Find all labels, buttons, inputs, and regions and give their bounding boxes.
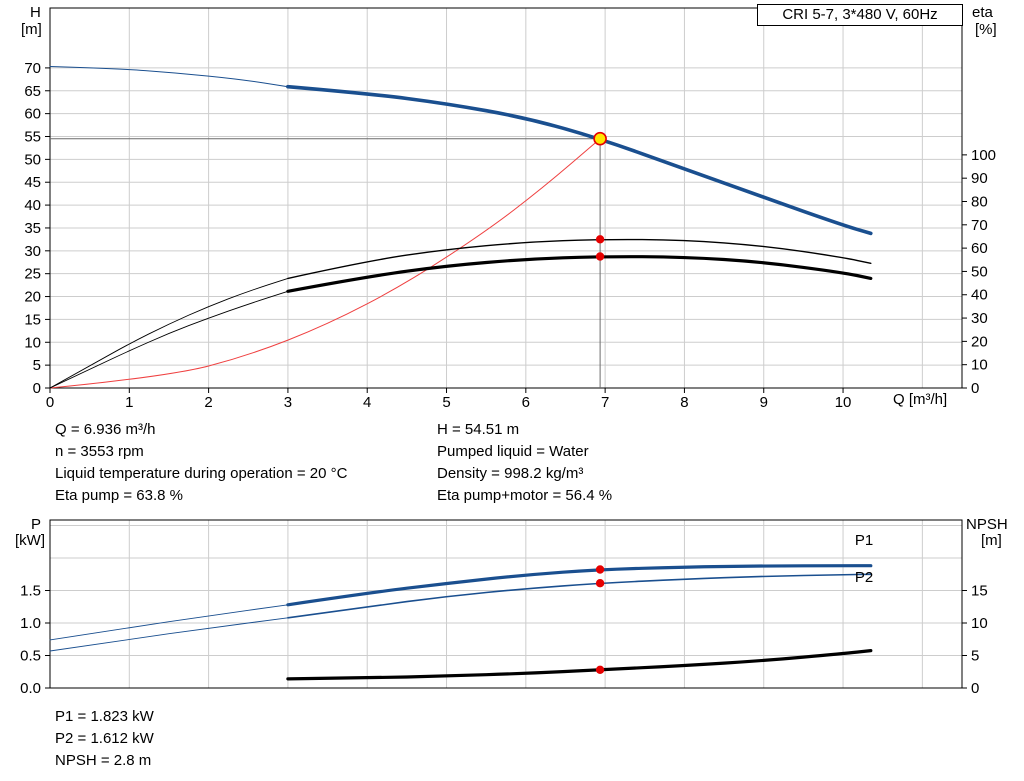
qh-curve-extension (49, 66, 289, 88)
system-curve (49, 138, 601, 389)
y-left-tick-label: 35 (24, 220, 41, 237)
power-npsh-chart: 0.0 0.5 1.0 1.5 0 5 10 15 P1 P2 (20, 519, 988, 697)
npsh-axis-unit: [m] (981, 532, 1002, 549)
x-tick-label: 10 (835, 394, 852, 411)
p1-curve-extension (49, 604, 289, 641)
y-right-tick-label: 10 (971, 615, 988, 632)
x-tick-label: 2 (204, 394, 212, 411)
y-right-tick-label: 70 (971, 217, 988, 234)
p-axis-unit: [kW] (15, 532, 45, 549)
y-left-tick-label: 25 (24, 266, 41, 283)
y-right-tick-label: 30 (971, 310, 988, 327)
npsh-axis-name: NPSH (966, 516, 1008, 533)
y-right-tick-label: 50 (971, 263, 988, 280)
y-left-tick-label: 1.0 (20, 615, 41, 632)
eta-pump-motor-curve-extension (49, 290, 289, 389)
curve-label-p1: P1 (855, 532, 873, 549)
x-tick-label: 3 (284, 394, 292, 411)
y-right-tick-label: 15 (971, 583, 988, 600)
y-right-tick-label: 40 (971, 287, 988, 304)
curve-value-dot (595, 565, 605, 574)
plot-frame (49, 7, 963, 389)
eta-pump-curve (287, 238, 872, 280)
qh-curve (286, 84, 873, 236)
plot-frame (49, 519, 963, 689)
y-right-tick-label: 20 (971, 333, 988, 350)
duty-point[interactable] (593, 131, 607, 146)
curve-label-p2: P2 (855, 569, 873, 586)
y-left-tick-label: 0.5 (20, 648, 41, 665)
readout-column-left: Q = 6.936 m³/h n = 3553 rpm Liquid tempe… (55, 419, 347, 507)
npsh-readout: NPSH = 2.8 m (55, 752, 152, 769)
q-axis-label: Q [m³/h] (893, 391, 948, 408)
pump-model-badge: CRI 5-7, 3*480 V, 60Hz (757, 4, 963, 26)
qh-eta-chart: 0 1 2 3 4 5 6 7 8 9 100510152025303540455055606570… (24, 7, 996, 411)
y-left-tick-label: 1.5 (20, 583, 41, 600)
flow-readout: Q = 6.936 m³/h (55, 421, 156, 438)
x-tick-label: 4 (363, 394, 371, 411)
curve-value-dot (595, 235, 605, 244)
speed-readout: n = 3553 rpm (55, 443, 144, 460)
readout-column-right: H = 54.51 m Pumped liquid = Water Densit… (437, 419, 612, 507)
y-right-tick-label: 80 (971, 193, 988, 210)
y-right-tick-label: 90 (971, 170, 988, 187)
y-right-tick-label: 100 (971, 147, 996, 164)
y-left-tick-label: 65 (24, 83, 41, 100)
eta-pump-curve-extension (49, 277, 289, 389)
y-right-tick-label: 60 (971, 240, 988, 257)
y-left-tick-label: 30 (24, 243, 41, 260)
y-left-tick-label: 45 (24, 174, 41, 191)
y-left-tick-label: 0 (33, 380, 41, 397)
readout-column-bottom: P1 = 1.823 kW P2 = 1.612 kW NPSH = 2.8 m (55, 706, 154, 772)
head-readout: H = 54.51 m (437, 421, 520, 438)
curve-value-dot (595, 252, 605, 261)
y-left-tick-label: 55 (24, 128, 41, 145)
y-right-tick-label: 10 (971, 357, 988, 374)
p-axis-name: P (31, 516, 42, 533)
y-left-tick-label: 10 (24, 334, 41, 351)
eta-axis-unit: [%] (975, 21, 997, 38)
p2-curve (287, 573, 872, 619)
y-left-tick-label: 15 (24, 311, 41, 328)
h-axis-name: H (30, 4, 41, 21)
y-left-tick-label: 20 (24, 289, 41, 306)
eta-pump-readout: Eta pump = 63.8 % (55, 487, 183, 504)
eta-axis-name: eta (972, 4, 993, 21)
p2-curve-extension (49, 617, 289, 652)
p1-readout: P1 = 1.823 kW (55, 708, 154, 725)
y-left-tick-label: 50 (24, 151, 41, 168)
y-right-tick-label: 0 (971, 680, 979, 697)
x-tick-label: 1 (125, 394, 133, 411)
liquid-readout: Pumped liquid = Water (437, 443, 589, 460)
curve-value-dot (595, 665, 605, 674)
duty-point-crosshair (50, 138, 601, 388)
npsh-curve (286, 649, 873, 681)
y-left-tick-label: 5 (33, 357, 41, 374)
eta-pump-motor-readout: Eta pump+motor = 56.4 % (437, 487, 613, 504)
y-left-tick-label: 40 (24, 197, 41, 214)
temperature-readout: Liquid temperature during operation = 20… (55, 465, 348, 482)
y-left-tick-label: 60 (24, 106, 41, 123)
x-tick-label: 6 (522, 394, 530, 411)
x-tick-label: 0 (46, 394, 54, 411)
y-left-tick-label: 70 (24, 60, 41, 77)
p2-readout: P2 = 1.612 kW (55, 730, 154, 747)
curve-value-dot (595, 579, 605, 588)
x-tick-label: 7 (601, 394, 609, 411)
y-right-tick-label: 5 (971, 648, 979, 665)
x-tick-label: 8 (680, 394, 688, 411)
density-readout: Density = 998.2 kg/m³ (437, 465, 584, 482)
y-right-tick-label: 0 (971, 380, 979, 397)
h-axis-unit: [m] (21, 21, 42, 38)
y-left-tick-label: 0.0 (20, 680, 41, 697)
x-tick-label: 5 (442, 394, 450, 411)
x-tick-label: 9 (760, 394, 768, 411)
